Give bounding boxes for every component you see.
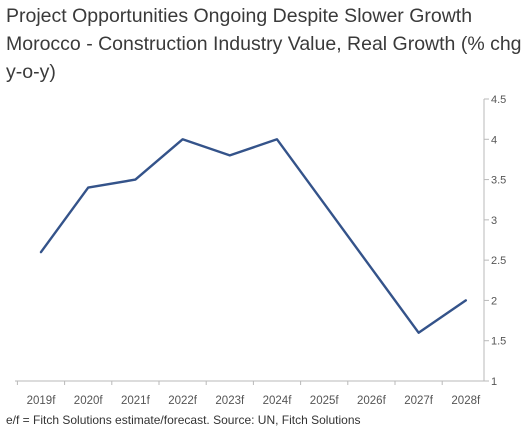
- y-tick-label: 4.5: [491, 94, 506, 106]
- y-tick-label: 3.5: [491, 175, 506, 187]
- source-note: e/f = Fitch Solutions estimate/forecast.…: [6, 413, 361, 427]
- x-tick-label: 2022f: [168, 395, 198, 407]
- y-tick-label: 4: [491, 134, 497, 146]
- y-tick-label: 2: [491, 295, 497, 307]
- x-tick-label: 2028f: [451, 395, 481, 407]
- chart-title: Project Opportunities Ongoing Despite Sl…: [6, 2, 524, 86]
- y-tick-label: 2.5: [491, 255, 506, 267]
- x-tick-label: 2023f: [215, 395, 245, 407]
- x-tick-label: 2026f: [357, 395, 387, 407]
- y-tick-label: 1.5: [491, 336, 506, 348]
- chart-title-line: Project Opportunities Ongoing Despite Sl…: [6, 5, 473, 27]
- y-tick-label: 3: [491, 215, 497, 227]
- x-tick-label: 2019f: [27, 395, 57, 407]
- x-tick-label: 2027f: [404, 395, 434, 407]
- x-tick-label: 2021f: [121, 395, 151, 407]
- y-tick-label: 1: [491, 376, 497, 388]
- chart-subtitle: Morocco - Construction Industry Value, R…: [6, 33, 522, 83]
- series-line: [39, 138, 467, 334]
- x-tick-label: 2024f: [263, 395, 293, 407]
- x-tick-label: 2020f: [74, 395, 104, 407]
- x-tick-label: 2025f: [310, 395, 340, 407]
